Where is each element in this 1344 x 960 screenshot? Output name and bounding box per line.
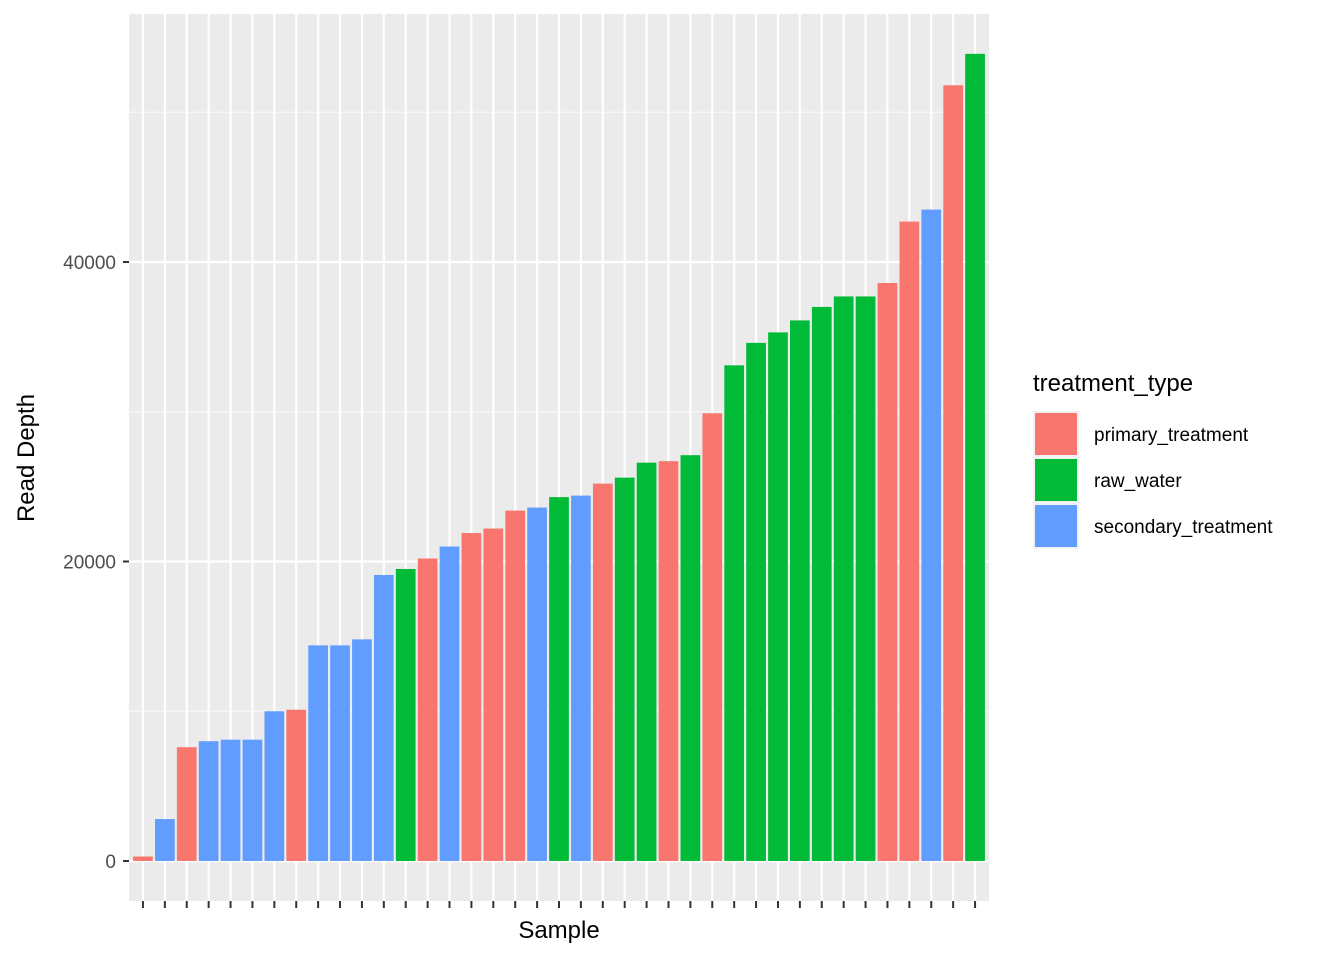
bar-secondary_treatment [154,819,175,861]
bar-raw_water [768,332,788,861]
legend-label-primary_treatment: primary_treatment [1094,425,1249,446]
bar-secondary_treatment [242,739,263,861]
legend-label-secondary_treatment: secondary_treatment [1094,517,1273,538]
bar-primary_treatment [417,558,438,861]
bar-primary_treatment [943,85,964,862]
bar-secondary_treatment [220,739,241,861]
bar-raw_water [746,342,766,861]
bar-primary_treatment [592,483,613,861]
bar-secondary_treatment [571,495,591,861]
bar-raw_water [395,568,416,861]
y-tick-label: 40000 [63,253,116,274]
y-axis-title: Read Depth [13,394,40,522]
bar-raw_water [790,320,810,862]
bar-primary_treatment [133,856,153,861]
y-axis: 0 20000 40000 [63,253,129,873]
bar-secondary_treatment [352,639,372,861]
legend-swatch-primary_treatment [1035,413,1077,455]
legend-swatch-raw_water [1035,459,1077,501]
bar-secondary_treatment [373,574,394,861]
bar-secondary_treatment [330,645,350,861]
bar-raw_water [614,477,635,861]
bar-raw_water [680,455,701,861]
bar-secondary_treatment [921,209,942,861]
bar-raw_water [724,365,745,861]
bar-secondary_treatment [198,741,219,861]
bar-primary_treatment [286,709,307,861]
legend-swatch-secondary_treatment [1035,505,1077,547]
legend-label-raw_water: raw_water [1094,471,1182,492]
x-axis [141,901,977,908]
bar-raw_water [636,462,657,861]
bar-primary_treatment [658,461,679,861]
bar-raw_water [833,296,854,861]
x-axis-title: Sample [518,917,599,944]
bar-primary_treatment [877,282,898,862]
bar-primary_treatment [899,221,920,861]
bar-secondary_treatment [264,711,285,861]
legend: treatment_type primary_treatment raw_wate… [1033,370,1273,549]
bar-primary_treatment [702,413,723,861]
bar-secondary_treatment [439,546,460,861]
bar-primary_treatment [461,533,482,861]
bar-raw_water [965,53,985,862]
legend-entries: primary_treatment raw_water secondary_trea… [1033,411,1273,549]
legend-title: treatment_type [1033,370,1193,397]
bar-primary_treatment [483,528,504,861]
bar-raw_water [811,306,832,861]
bars [133,53,985,862]
bar-primary_treatment [176,747,197,861]
bar-secondary_treatment [527,507,547,861]
bar-raw_water [855,296,876,861]
bar-raw_water [549,497,569,861]
y-tick-label: 0 [105,852,116,873]
bar-primary_treatment [505,510,526,861]
y-tick-label: 20000 [63,553,116,574]
bar-secondary_treatment [308,645,328,861]
